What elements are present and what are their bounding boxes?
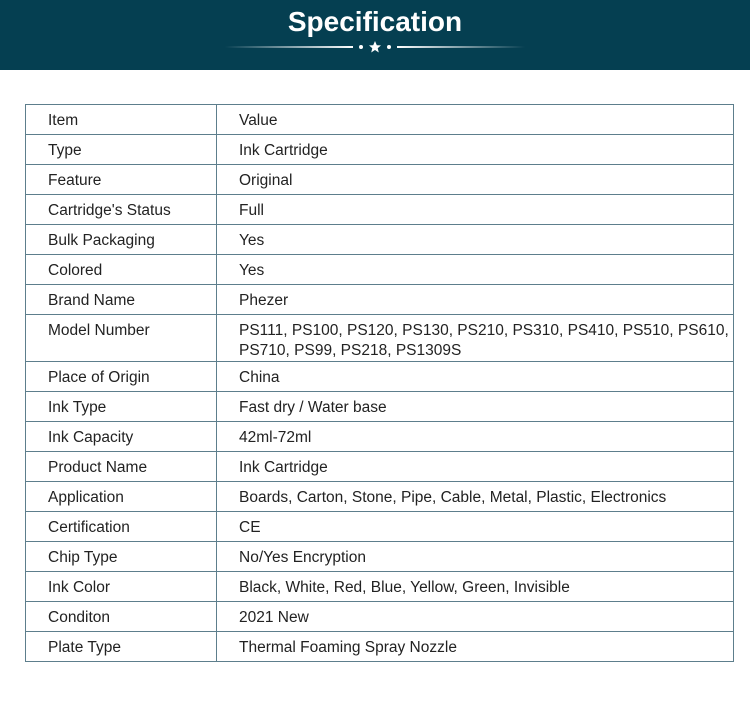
spec-value: Ink Cartridge: [216, 451, 734, 482]
spec-label: Ink Type: [25, 391, 217, 422]
page-title: Specification: [287, 6, 463, 37]
spec-label: Model Number: [25, 314, 217, 362]
spec-label: Ink Capacity: [25, 421, 217, 452]
table-row: Bulk Packaging Yes: [25, 224, 734, 255]
spec-label: Ink Color: [25, 571, 217, 602]
spec-label: Type: [25, 134, 217, 165]
table-row: Feature Original: [25, 164, 734, 195]
spec-value: Phezer: [216, 284, 734, 315]
star-divider-icon: [225, 41, 525, 53]
spec-label: Bulk Packaging: [25, 224, 217, 255]
table-row: Product Name Ink Cartridge: [25, 451, 734, 482]
table-row: Place of Origin China: [25, 361, 734, 392]
spec-label: Item: [25, 104, 217, 135]
spec-value: Black, White, Red, Blue, Yellow, Green, …: [216, 571, 734, 602]
spec-label: Conditon: [25, 601, 217, 632]
table-row: Type Ink Cartridge: [25, 134, 734, 165]
spec-value: 2021 New: [216, 601, 734, 632]
spec-label: Brand Name: [25, 284, 217, 315]
spec-value: Boards, Carton, Stone, Pipe, Cable, Meta…: [216, 481, 734, 512]
spec-value: Value: [216, 104, 734, 135]
spec-label: Feature: [25, 164, 217, 195]
spec-value: Fast dry / Water base: [216, 391, 734, 422]
table-row: Item Value: [25, 104, 734, 135]
table-row: Chip Type No/Yes Encryption: [25, 541, 734, 572]
spec-value: Original: [216, 164, 734, 195]
spec-label: Cartridge's Status: [25, 194, 217, 225]
table-row: Ink Color Black, White, Red, Blue, Yellow…: [25, 571, 734, 602]
specification-table: Item Value Type Ink Cartridge Feature Origina…: [25, 104, 734, 662]
table-row: Colored Yes: [25, 254, 734, 285]
spec-value: China: [216, 361, 734, 392]
spec-label: Product Name: [25, 451, 217, 482]
table-row: Conditon 2021 New: [25, 601, 734, 632]
table-row: Application Boards, Carton, Stone, Pipe, …: [25, 481, 734, 512]
table-row: Cartridge's Status Full: [25, 194, 734, 225]
table-row: Certification CE: [25, 511, 734, 542]
spec-label: Certification: [25, 511, 217, 542]
table-row: Ink Type Fast dry / Water base: [25, 391, 734, 422]
table-row: Plate Type Thermal Foaming Spray Nozzle: [25, 631, 734, 662]
spec-label: Application: [25, 481, 217, 512]
spec-value: Yes: [216, 254, 734, 285]
table-row: Model Number PS111, PS100, PS120, PS130, …: [25, 314, 734, 362]
spec-value: Yes: [216, 224, 734, 255]
spec-label: Colored: [25, 254, 217, 285]
table-row: Ink Capacity 42ml-72ml: [25, 421, 734, 452]
spec-value: PS111, PS100, PS120, PS130, PS210, PS310…: [216, 314, 734, 362]
spec-value: No/Yes Encryption: [216, 541, 734, 572]
spec-value: Ink Cartridge: [216, 134, 734, 165]
spec-value: CE: [216, 511, 734, 542]
spec-value: Thermal Foaming Spray Nozzle: [216, 631, 734, 662]
spec-label: Chip Type: [25, 541, 217, 572]
spec-label: Plate Type: [25, 631, 217, 662]
spec-label: Place of Origin: [25, 361, 217, 392]
spec-value: 42ml-72ml: [216, 421, 734, 452]
table-row: Brand Name Phezer: [25, 284, 734, 315]
spec-value: Full: [216, 194, 734, 225]
header-banner: Specification: [0, 0, 750, 70]
